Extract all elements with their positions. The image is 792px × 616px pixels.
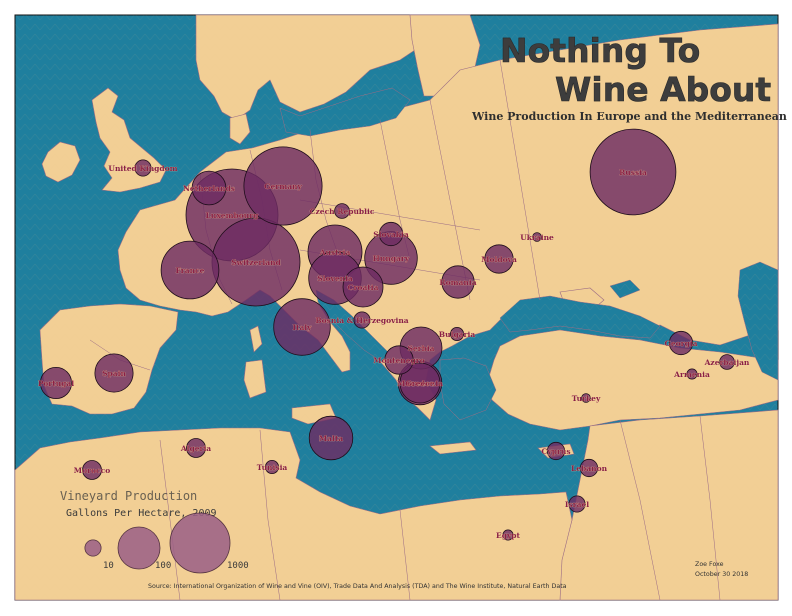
label-armenia: Armenia [673, 370, 710, 379]
label-slovakia: Slovakia [373, 230, 409, 239]
legend-unit: Gallons Per Hectare, 2009 [66, 508, 217, 519]
legend-bubble-small [84, 539, 102, 557]
border-line [699, 415, 721, 601]
legend-size-10: 10 [103, 561, 114, 571]
bubble-azerbaijan [719, 354, 735, 370]
legend: Vineyard Production Gallons Per Hectare,… [60, 489, 249, 574]
author: Zoe Foxe [695, 561, 724, 568]
label-georgia: Georgia [664, 339, 697, 348]
subtitle: Wine Production In Europe and the Medite… [471, 110, 787, 123]
label-czech: Czech Republic [310, 207, 375, 216]
label-switzerland: Switzerland [231, 258, 281, 267]
bubble-ukraine [532, 232, 542, 242]
bubble-georgia [668, 330, 694, 356]
label-italy: Italy [292, 323, 312, 332]
bubble-portugal [40, 366, 73, 399]
bubble-bosnia [353, 311, 371, 329]
label-israel: Israel [565, 500, 589, 509]
label-greece: Greece [405, 379, 434, 388]
label-turkey: Turkey [572, 394, 601, 403]
label-azerbaijan: Azerbaijan [704, 358, 750, 367]
bubble-layer [40, 128, 735, 541]
border-line [499, 59, 541, 301]
title-line-1: Nothing To [500, 31, 700, 70]
label-serbia: Serbia [407, 344, 434, 353]
label-ukraine: Ukraine [520, 233, 554, 242]
label-hungary: Hungary [373, 254, 410, 263]
bubble-egypt [502, 529, 514, 541]
bubble-israel [568, 495, 586, 513]
label-layer: United Kingdom Netherlands Luxembourg Germa… [38, 164, 750, 540]
label-france: France [176, 266, 205, 275]
source-note: Source: International Organization of Wi… [148, 583, 567, 590]
date: October 30 2018 [695, 571, 748, 578]
bubble-netherlands [191, 170, 227, 206]
bubble-bulgaria [449, 326, 464, 341]
bubble-turkey [581, 393, 591, 403]
bubble-slovakia [378, 221, 404, 247]
bubble-montenegro [384, 345, 414, 375]
bubble-czech [334, 203, 350, 219]
bubble-germany [243, 146, 323, 226]
label-cyprus: Cyprus [541, 447, 570, 456]
label-macedonia: Macedonia [397, 379, 443, 388]
legend-size-100: 100 [155, 561, 171, 571]
bubble-malta [308, 415, 354, 461]
label-croatia: Croatia [348, 283, 379, 292]
label-bulgaria: Bulgaria [439, 330, 476, 339]
label-moldova: Moldova [481, 255, 517, 264]
label-tunisia: Tunisia [257, 463, 288, 472]
bubble-morocco [82, 460, 102, 480]
border-line [619, 419, 661, 601]
title-line-2: Wine About [555, 70, 771, 109]
legend-size-1000: 1000 [227, 561, 249, 571]
legend-bubble-medium [117, 526, 161, 570]
bubble-algeria [186, 438, 206, 458]
label-austria: Austria [319, 248, 351, 257]
bubble-tunisia [264, 459, 279, 474]
bubble-greece [399, 362, 441, 404]
label-slovenia: Slovenia [317, 274, 353, 283]
bubble-lebanon [579, 458, 599, 478]
bubble-armenia [686, 368, 698, 380]
label-lebanon: Lebanon [571, 464, 608, 473]
border-line [259, 429, 281, 601]
label-luxembourg: Luxembourg [206, 211, 260, 220]
bubble-france [160, 240, 220, 300]
legend-bubble-large [169, 512, 231, 574]
label-montenegro: Montenegro [373, 356, 424, 365]
label-romania: Romania [439, 278, 476, 287]
label-spain: Spain [102, 369, 126, 378]
bubble-uk [134, 159, 152, 177]
bubble-italy [273, 298, 331, 356]
bubble-moldova [484, 244, 514, 274]
bubble-croatia [342, 266, 384, 308]
label-portugal: Portugal [38, 379, 74, 388]
border-line [159, 439, 181, 601]
label-uk: United Kingdom [108, 164, 177, 173]
bubble-spain [94, 353, 134, 393]
label-algeria: Algeria [180, 444, 211, 453]
label-malta: Malta [319, 434, 343, 443]
bubble-russia [589, 128, 677, 216]
legend-heading: Vineyard Production [60, 489, 197, 503]
label-bosnia: Bosnia & Herzegovina [315, 316, 408, 325]
label-morocco: Morocco [74, 466, 110, 475]
border-line [299, 199, 481, 231]
label-germany: Germany [264, 182, 302, 191]
label-egypt: Egypt [496, 531, 521, 540]
label-russia: Russia [619, 168, 647, 177]
border-line [399, 509, 411, 601]
bubble-cyprus [546, 441, 566, 461]
label-netherlands: Netherlands [183, 184, 235, 193]
bubble-romania [441, 265, 475, 299]
